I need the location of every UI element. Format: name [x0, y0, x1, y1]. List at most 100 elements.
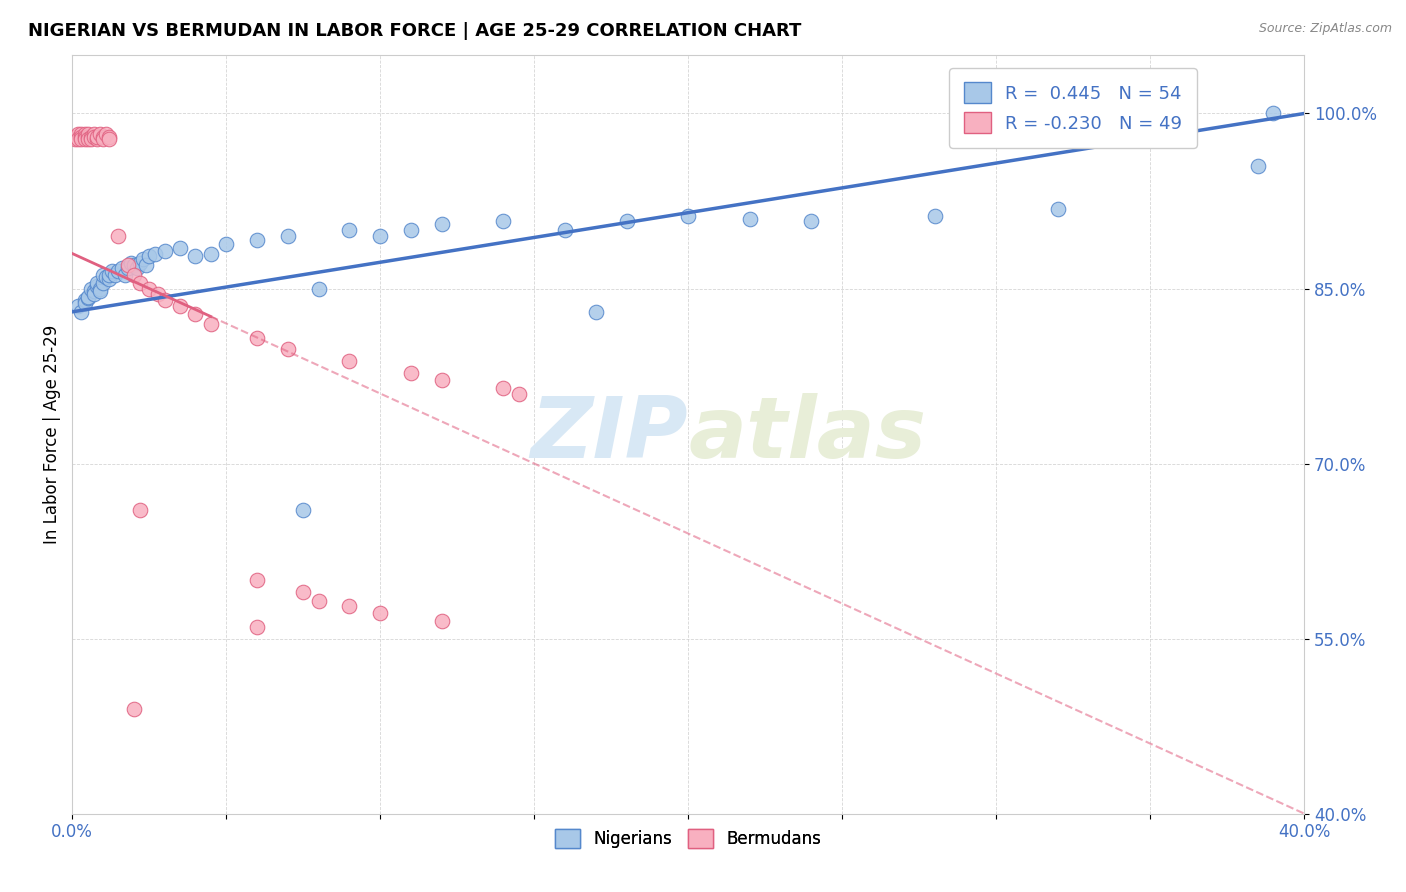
Point: [94, 128, 117, 142]
Point: [292, 503, 315, 517]
Point: [184, 307, 207, 321]
Point: [308, 281, 330, 295]
Point: [246, 620, 269, 634]
Point: [80, 281, 103, 295]
Point: [86, 279, 108, 293]
Point: [67, 132, 90, 146]
Point: [76, 129, 98, 144]
Point: [616, 214, 638, 228]
Point: [73, 132, 96, 146]
Point: [308, 594, 330, 608]
Text: ZIP: ZIP: [530, 392, 688, 475]
Point: [153, 293, 176, 308]
Point: [122, 268, 145, 282]
Point: [138, 249, 160, 263]
Point: [76, 128, 98, 142]
Point: [65, 129, 87, 144]
Point: [1263, 106, 1285, 120]
Point: [339, 223, 361, 237]
Point: [430, 217, 453, 231]
Point: [125, 260, 148, 275]
Point: [70, 129, 93, 144]
Point: [399, 366, 422, 380]
Point: [98, 129, 121, 144]
Point: [277, 342, 299, 356]
Point: [83, 287, 105, 301]
Point: [129, 276, 152, 290]
Point: [368, 606, 391, 620]
Point: [339, 599, 361, 613]
Text: Source: ZipAtlas.com: Source: ZipAtlas.com: [1258, 22, 1392, 36]
Point: [138, 281, 160, 295]
Point: [676, 209, 699, 223]
Point: [65, 132, 87, 146]
Point: [924, 209, 946, 223]
Point: [200, 246, 222, 260]
Point: [1046, 202, 1069, 216]
Point: [169, 299, 191, 313]
Point: [508, 386, 530, 401]
Point: [246, 233, 269, 247]
Point: [73, 295, 96, 310]
Point: [76, 290, 98, 304]
Point: [135, 258, 157, 272]
Point: [110, 260, 132, 275]
Point: [430, 372, 453, 386]
Point: [86, 129, 108, 144]
Point: [114, 268, 136, 282]
Point: [91, 276, 114, 290]
Point: [80, 132, 103, 146]
Point: [117, 260, 139, 275]
Point: [200, 317, 222, 331]
Point: [585, 305, 607, 319]
Point: [70, 128, 93, 142]
Point: [86, 276, 108, 290]
Point: [292, 585, 315, 599]
Point: [86, 132, 108, 146]
Point: [122, 258, 145, 272]
Point: [94, 269, 117, 284]
Point: [101, 264, 124, 278]
Point: [246, 330, 269, 344]
Point: [91, 268, 114, 282]
Point: [73, 128, 96, 142]
Point: [246, 573, 269, 587]
Point: [89, 128, 111, 142]
Point: [76, 132, 98, 146]
Point: [83, 129, 105, 144]
Point: [492, 381, 515, 395]
Point: [368, 229, 391, 244]
Point: [107, 264, 129, 278]
Point: [73, 129, 96, 144]
Point: [122, 701, 145, 715]
Point: [554, 223, 576, 237]
Point: [277, 229, 299, 244]
Point: [83, 284, 105, 298]
Point: [492, 214, 515, 228]
Point: [399, 223, 422, 237]
Point: [91, 132, 114, 146]
Point: [98, 272, 121, 286]
Point: [120, 256, 142, 270]
Point: [430, 614, 453, 628]
Point: [129, 256, 152, 270]
Point: [129, 503, 152, 517]
Legend: Nigerians, Bermudans: Nigerians, Bermudans: [548, 822, 828, 855]
Point: [80, 129, 103, 144]
Point: [132, 252, 155, 267]
Point: [70, 132, 93, 146]
Point: [339, 354, 361, 368]
Point: [1247, 159, 1270, 173]
Point: [83, 128, 105, 142]
Point: [104, 268, 127, 282]
Point: [169, 241, 191, 255]
Point: [76, 291, 98, 305]
Point: [70, 305, 93, 319]
Point: [800, 214, 823, 228]
Point: [89, 281, 111, 295]
Y-axis label: In Labor Force | Age 25-29: In Labor Force | Age 25-29: [44, 325, 60, 544]
Point: [215, 237, 238, 252]
Point: [89, 284, 111, 298]
Point: [107, 229, 129, 244]
Point: [98, 268, 121, 282]
